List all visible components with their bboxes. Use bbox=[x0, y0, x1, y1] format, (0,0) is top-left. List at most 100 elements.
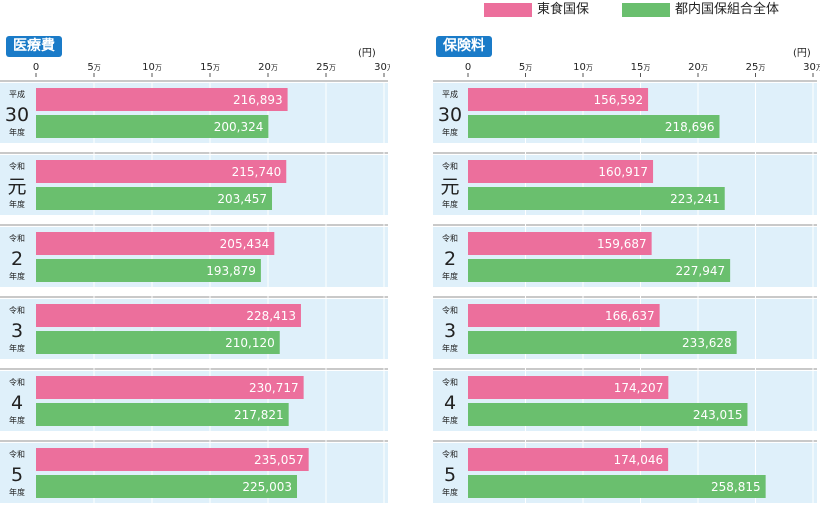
data-label: 235,057 bbox=[254, 453, 304, 467]
x-tick-label: 5万 bbox=[519, 62, 532, 73]
x-tick-label: 10万 bbox=[142, 62, 162, 73]
bar bbox=[468, 259, 731, 282]
data-label: 203,457 bbox=[217, 192, 267, 206]
category-year: 4 bbox=[11, 392, 23, 414]
category-suffix: 年度 bbox=[9, 127, 25, 137]
group-separator bbox=[433, 80, 817, 82]
bar bbox=[468, 304, 660, 327]
x-tick-label: 20万 bbox=[258, 62, 278, 73]
unit-label: (円) bbox=[793, 48, 811, 59]
data-label: 159,687 bbox=[597, 237, 647, 251]
category-year: 2 bbox=[11, 248, 23, 270]
category-suffix: 年度 bbox=[9, 415, 25, 425]
legend-label-tonai: 都内国保組合全体 bbox=[675, 2, 780, 17]
data-label: 205,434 bbox=[220, 237, 270, 251]
data-label: 225,003 bbox=[242, 480, 292, 494]
bar bbox=[36, 115, 269, 138]
x-tick-label: 5万 bbox=[87, 62, 100, 73]
chart-title: 保険料 bbox=[436, 36, 492, 57]
category-suffix: 年度 bbox=[9, 487, 25, 497]
bar bbox=[36, 232, 275, 255]
data-label: 216,893 bbox=[233, 93, 283, 107]
category-era: 令和 bbox=[442, 305, 458, 315]
x-tick-label: 25万 bbox=[316, 62, 336, 73]
category-suffix: 年度 bbox=[442, 487, 458, 497]
bar bbox=[468, 403, 748, 426]
category-era: 令和 bbox=[442, 161, 458, 171]
bar bbox=[36, 88, 288, 111]
chart-title: 医療費 bbox=[6, 36, 62, 57]
data-label: 230,717 bbox=[249, 381, 299, 395]
data-label: 174,207 bbox=[614, 381, 664, 395]
category-era: 令和 bbox=[9, 233, 25, 243]
bar bbox=[36, 448, 309, 471]
data-label: 243,015 bbox=[693, 408, 743, 422]
group-separator bbox=[0, 224, 388, 226]
legend-label-toshoku: 東食国保 bbox=[537, 2, 590, 17]
bar bbox=[36, 259, 261, 282]
bar bbox=[468, 331, 737, 354]
x-tick-label: 15万 bbox=[200, 62, 220, 73]
bar bbox=[36, 160, 287, 183]
category-era: 令和 bbox=[9, 449, 25, 459]
category-era: 平成 bbox=[9, 89, 25, 99]
category-suffix: 年度 bbox=[9, 199, 25, 209]
unit-label: (円) bbox=[358, 48, 376, 59]
bar bbox=[468, 115, 720, 138]
data-label: 227,947 bbox=[676, 264, 726, 278]
group-separator bbox=[433, 440, 817, 442]
category-era: 令和 bbox=[9, 161, 25, 171]
category-year: 2 bbox=[444, 248, 456, 270]
x-tick-label: 30万 bbox=[803, 62, 820, 73]
data-label: 156,592 bbox=[593, 93, 643, 107]
bar bbox=[468, 187, 725, 210]
category-suffix: 年度 bbox=[442, 343, 458, 353]
category-year: 元 bbox=[440, 176, 459, 198]
x-tick-label: 0 bbox=[465, 62, 471, 73]
group-separator bbox=[0, 368, 388, 370]
category-era: 令和 bbox=[442, 233, 458, 243]
bar bbox=[36, 304, 301, 327]
category-era: 令和 bbox=[442, 377, 458, 387]
x-tick-label: 30万 bbox=[374, 62, 390, 73]
category-suffix: 年度 bbox=[442, 271, 458, 281]
bar bbox=[36, 475, 298, 498]
bar bbox=[36, 331, 280, 354]
category-suffix: 年度 bbox=[9, 343, 25, 353]
data-label: 218,696 bbox=[665, 120, 715, 134]
category-year: 3 bbox=[11, 320, 23, 342]
category-year: 5 bbox=[444, 464, 456, 486]
category-era: 令和 bbox=[442, 449, 458, 459]
category-era: 令和 bbox=[9, 305, 25, 315]
bar bbox=[468, 448, 669, 471]
category-suffix: 年度 bbox=[442, 199, 458, 209]
group-separator bbox=[0, 440, 388, 442]
legend: 東食国保 都内国保組合全体 bbox=[0, 0, 820, 22]
x-tick-label: 0 bbox=[33, 62, 39, 73]
group-separator bbox=[433, 368, 817, 370]
data-label: 228,413 bbox=[246, 309, 296, 323]
bar bbox=[468, 160, 654, 183]
group-separator bbox=[433, 296, 817, 298]
data-label: 233,628 bbox=[682, 336, 732, 350]
data-label: 210,120 bbox=[225, 336, 275, 350]
bar bbox=[468, 475, 766, 498]
category-year: 5 bbox=[11, 464, 23, 486]
category-suffix: 年度 bbox=[9, 271, 25, 281]
category-suffix: 年度 bbox=[442, 415, 458, 425]
premium-chart: 保険料 (円) 0 5万 10万 15万 20万 25万 30万 平成 30 年度 令和元年度 令和 2… bbox=[433, 0, 820, 515]
legend-swatch-tonai bbox=[622, 3, 670, 17]
data-label: 193,879 bbox=[206, 264, 256, 278]
data-label: 215,740 bbox=[232, 165, 282, 179]
group-separator bbox=[0, 80, 388, 82]
category-era: 平成 bbox=[442, 89, 458, 99]
x-tick-label: 10万 bbox=[573, 62, 593, 73]
medical-cost-plot: 05万10万15万20万25万30万平成30年度令和元年度令和2年度令和3年度令… bbox=[0, 62, 394, 515]
category-year: 30 bbox=[5, 104, 29, 126]
legend-swatch-toshoku bbox=[484, 3, 532, 17]
category-year: 30 bbox=[438, 104, 462, 126]
group-separator bbox=[433, 152, 817, 154]
data-label: 223,241 bbox=[670, 192, 720, 206]
data-label: 174,046 bbox=[614, 453, 664, 467]
x-tick-label: 15万 bbox=[631, 62, 651, 73]
